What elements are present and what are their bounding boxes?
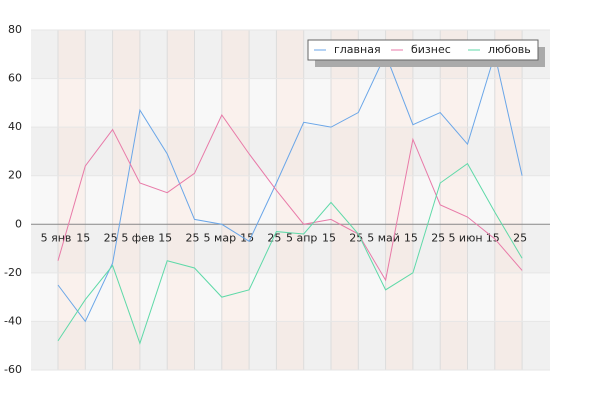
x-tick-label: 25 [513,231,527,244]
line [57,114,523,282]
y-tick-label: 40 [8,120,22,133]
x-tick-label: 15 [240,231,254,244]
x-tick-label: 5 фев [121,231,154,244]
band [31,175,550,225]
stripe [276,30,304,370]
x-tick-label: 25 [349,231,363,244]
band [31,78,550,128]
band [31,321,550,370]
stripe [440,30,468,370]
stripe [112,30,140,370]
x-tick-label: 25 [267,231,281,244]
x-tick-label: 5 май [367,231,400,244]
y-tick-label: 0 [15,217,22,230]
legend [307,39,539,61]
stripe [494,30,523,370]
y-tick-label: 20 [8,169,22,182]
y-tick-label: -40 [4,314,22,327]
y-tick-label: -60 [4,363,22,376]
line [57,52,523,323]
x-tick-label: 15 [322,231,336,244]
legend-label: любовь [488,43,531,56]
stripe [385,30,413,370]
x-tick-label: 15 [404,231,418,244]
stripe [167,30,195,370]
stripe [221,30,250,370]
x-tick-label: 5 янв [41,231,72,244]
stripe [58,30,86,370]
legend-label: главная [334,43,381,56]
y-tick-label: -20 [4,266,22,279]
y-tick-label: 60 [8,72,22,85]
x-tick-label: 15 [76,231,90,244]
x-tick-label: 5 апр [286,231,317,244]
y-tick-label: 80 [8,23,22,36]
x-tick-label: 25 [186,231,200,244]
legend-label: бизнес [411,43,451,56]
x-tick-label: 25 [431,231,445,244]
x-tick-label: 5 июн [448,231,482,244]
x-tick-label: 25 [104,231,118,244]
x-tick-label: 15 [158,231,172,244]
line [57,162,523,345]
stripe [331,30,359,370]
x-tick-label: 5 мар [204,231,237,244]
